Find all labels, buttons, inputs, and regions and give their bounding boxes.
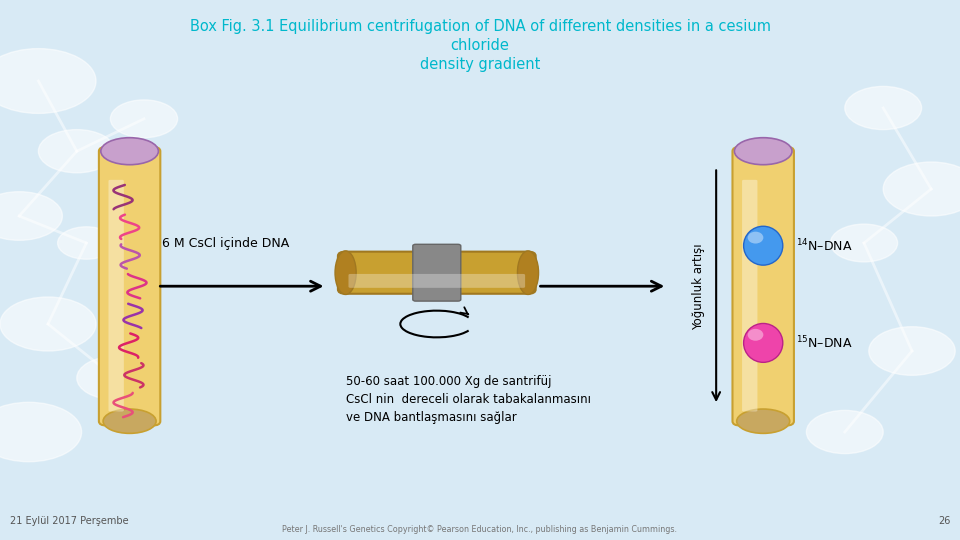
FancyBboxPatch shape xyxy=(732,147,794,426)
Ellipse shape xyxy=(103,409,156,433)
Ellipse shape xyxy=(335,251,356,294)
Circle shape xyxy=(110,100,178,138)
FancyBboxPatch shape xyxy=(413,244,461,301)
Text: Box Fig. 3.1 Equilibrium centrifugation of DNA of different densities in a cesiu: Box Fig. 3.1 Equilibrium centrifugation … xyxy=(189,19,771,34)
Text: Yoğunluk artışı: Yoğunluk artışı xyxy=(692,243,706,329)
Ellipse shape xyxy=(101,138,158,165)
Circle shape xyxy=(38,130,115,173)
Text: $^{15}$N–DNA: $^{15}$N–DNA xyxy=(796,335,852,351)
Ellipse shape xyxy=(734,138,792,165)
Circle shape xyxy=(845,86,922,130)
Ellipse shape xyxy=(736,409,790,433)
Text: 50-60 saat 100.000 Xg de santrifüj
CsCl nin  dereceli olarak tabakalanmasını
ve : 50-60 saat 100.000 Xg de santrifüj CsCl … xyxy=(346,375,590,424)
Circle shape xyxy=(0,402,82,462)
Circle shape xyxy=(0,49,96,113)
Circle shape xyxy=(883,162,960,216)
FancyBboxPatch shape xyxy=(99,147,160,426)
Text: density gradient: density gradient xyxy=(420,57,540,72)
Circle shape xyxy=(869,327,955,375)
Ellipse shape xyxy=(748,329,763,341)
FancyBboxPatch shape xyxy=(108,180,124,411)
Circle shape xyxy=(806,410,883,454)
Circle shape xyxy=(77,356,154,400)
Circle shape xyxy=(0,297,96,351)
Ellipse shape xyxy=(748,232,763,244)
Text: chloride: chloride xyxy=(450,38,510,53)
Text: 21 Eylül 2017 Perşembe: 21 Eylül 2017 Perşembe xyxy=(10,516,129,526)
Text: 6 M CsCl içinde DNA: 6 M CsCl içinde DNA xyxy=(162,237,290,249)
FancyBboxPatch shape xyxy=(338,252,536,294)
Circle shape xyxy=(58,227,115,259)
Ellipse shape xyxy=(517,251,539,294)
Text: $^{14}$N–DNA: $^{14}$N–DNA xyxy=(796,238,852,254)
Ellipse shape xyxy=(744,226,782,265)
Ellipse shape xyxy=(744,323,782,362)
Circle shape xyxy=(0,192,62,240)
FancyBboxPatch shape xyxy=(742,180,757,411)
FancyBboxPatch shape xyxy=(348,274,525,288)
Text: 26: 26 xyxy=(938,516,950,526)
Circle shape xyxy=(830,224,898,262)
Text: Peter J. Russell's Genetics Copyright© Pearson Education, Inc., publishing as Be: Peter J. Russell's Genetics Copyright© P… xyxy=(282,524,678,534)
